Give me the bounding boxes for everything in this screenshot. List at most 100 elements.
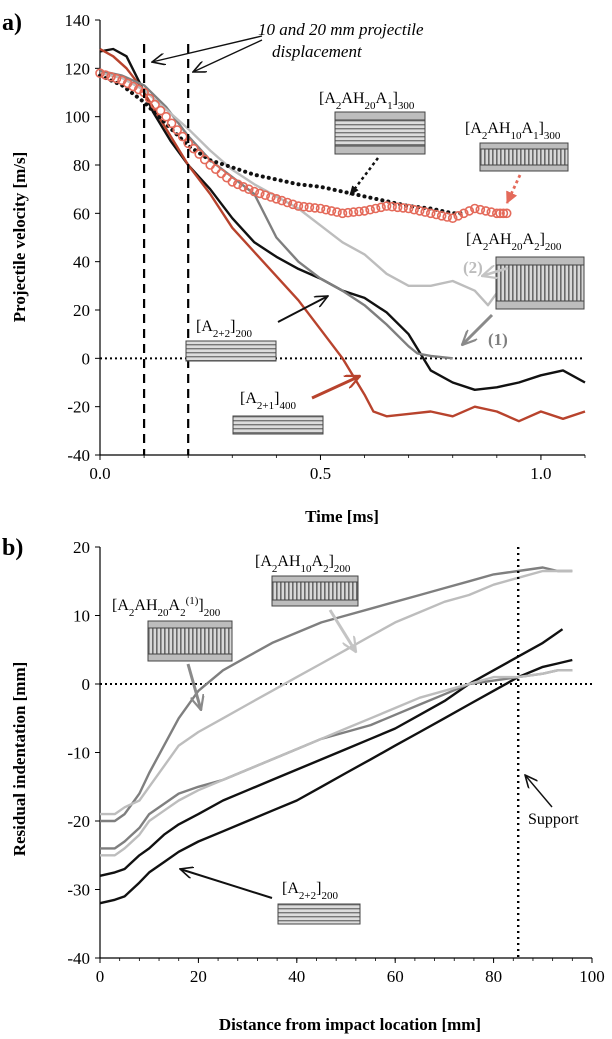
panel-b-label: b): [2, 535, 23, 561]
laminate-icon-b-a2ah10a2-top: [271, 575, 359, 583]
series-marker: [447, 213, 458, 223]
series-3-line: [99, 658, 573, 905]
series-marker: [354, 206, 364, 217]
series-marker: [310, 203, 320, 213]
panel-a-ticks: -40 -20 0 20 40 60 80 100 120 140 0.0 0.5 1.0: [65, 11, 586, 483]
label-a2ah10a1-300: [A2AH10A1]300: [465, 120, 561, 142]
laminate-icon-a2ah20a1-bottom: [334, 145, 426, 155]
series-marker: [249, 186, 260, 197]
series-marker: [95, 68, 105, 78]
y-tick-label: 20: [73, 301, 90, 320]
series-marker: [498, 208, 509, 219]
x-tick-label: 80: [485, 967, 502, 986]
series-marker: [254, 188, 265, 199]
label-b-a2ah10a2-200: [A2AH10A2]200: [255, 553, 351, 575]
series-marker: [370, 203, 381, 214]
series-marker: [161, 111, 171, 122]
label-a2ah20a1-300: [A2AH20A1]300: [319, 90, 415, 112]
laminate-icon-a2ah10a1-bottom: [479, 164, 569, 172]
y-tick-label: -20: [67, 398, 90, 417]
label-b-a2ah20a2-200: [A2AH20A2(1)]200: [112, 595, 221, 619]
series-2-line: [99, 628, 564, 877]
series-marker: [501, 208, 512, 219]
y-tick-label: 0: [82, 675, 91, 694]
panel-b-axes: [99, 547, 592, 959]
arrow-a2ah10a1: [505, 174, 522, 204]
series-marker: [288, 199, 298, 210]
series-marker: [491, 208, 502, 219]
arrow-b-a2ah10a2: [328, 609, 356, 652]
x-tick-label: 60: [387, 967, 404, 986]
panel-a: a) -40 -20 0 20 40 60 80 100 120 140 0.0 0.5 1.0 Pro…: [2, 10, 586, 526]
series-marker: [425, 208, 436, 219]
panel-a-axes: [99, 20, 585, 456]
series-marker: [177, 131, 188, 142]
series-marker: [414, 206, 425, 216]
series-marker: [376, 202, 386, 213]
panel-a-ylabel: Projectile velocity [m/s]: [10, 152, 29, 323]
x-tick-label: 1.0: [530, 464, 551, 483]
projectile-note-line2: displacement: [272, 42, 363, 61]
series-marker: [172, 125, 182, 135]
label-a22-200: [A2+2]200: [196, 318, 252, 340]
series-marker: [365, 204, 375, 215]
series-marker: [464, 206, 475, 216]
series-marker: [233, 179, 243, 190]
label-a21-400: [A2+1]400: [240, 390, 296, 412]
series-marker: [227, 177, 238, 187]
series-marker: [304, 202, 315, 213]
laminate-icon-b-a2ah20a2-bottom: [147, 653, 233, 662]
series-marker: [277, 195, 287, 206]
y-tick-label: -10: [67, 744, 90, 763]
arrow-a2ah20a2-1: [462, 313, 494, 345]
series-marker: [293, 201, 304, 211]
series-marker: [359, 206, 370, 216]
panel-b-series: [99, 566, 573, 905]
series-marker: [469, 203, 480, 214]
x-tick-label: 20: [190, 967, 207, 986]
y-tick-label: -40: [67, 446, 90, 465]
series-marker: [271, 194, 282, 204]
series-marker: [387, 201, 397, 212]
series-marker: [106, 72, 116, 82]
series-marker: [111, 73, 122, 84]
series-marker: [431, 209, 442, 220]
series-marker: [409, 204, 419, 215]
projectile-note-line1: 10 and 20 mm projectile: [258, 20, 424, 39]
laminate-icon-a21: [232, 415, 324, 435]
y-tick-label: 140: [65, 11, 91, 30]
series-marker: [392, 202, 403, 213]
y-tick-label: 40: [73, 253, 90, 272]
curve-marker-2: (2): [463, 258, 483, 277]
x-tick-label: 0.0: [89, 464, 110, 483]
curve-marker-1: (1): [488, 330, 508, 349]
series-marker: [381, 201, 392, 211]
series-marker: [199, 154, 210, 165]
series-marker: [194, 149, 204, 159]
laminate-icon-a2ah20a2-top: [495, 256, 585, 266]
series-0-line: [100, 566, 573, 823]
series-2-line: [99, 69, 453, 360]
label-b-a22-200: [A2+2]200: [282, 880, 338, 902]
y-tick-label: 80: [73, 156, 90, 175]
support-label: Support: [528, 811, 579, 828]
laminate-icon-b-a2ah10a2-bottom: [271, 599, 359, 607]
arrow-a2ah20a1: [349, 157, 379, 196]
y-tick-label: 10: [73, 607, 90, 626]
series-marker: [398, 203, 408, 213]
arrow-a21: [311, 374, 360, 400]
x-tick-label: 40: [288, 967, 305, 986]
laminate-icon-b-a2ah20a2-top: [147, 620, 233, 629]
y-tick-label: -40: [67, 949, 90, 968]
y-tick-label: -20: [67, 812, 90, 831]
series-marker: [210, 164, 221, 174]
y-tick-label: 60: [73, 204, 90, 223]
panel-a-label: a): [2, 10, 22, 36]
y-tick-label: 100: [65, 108, 91, 127]
series-marker: [144, 93, 155, 104]
series-4-line: [100, 669, 573, 850]
series-marker: [453, 211, 464, 221]
series-marker: [222, 172, 232, 183]
series-marker: [166, 118, 177, 129]
laminate-icon-a22: [185, 340, 277, 362]
